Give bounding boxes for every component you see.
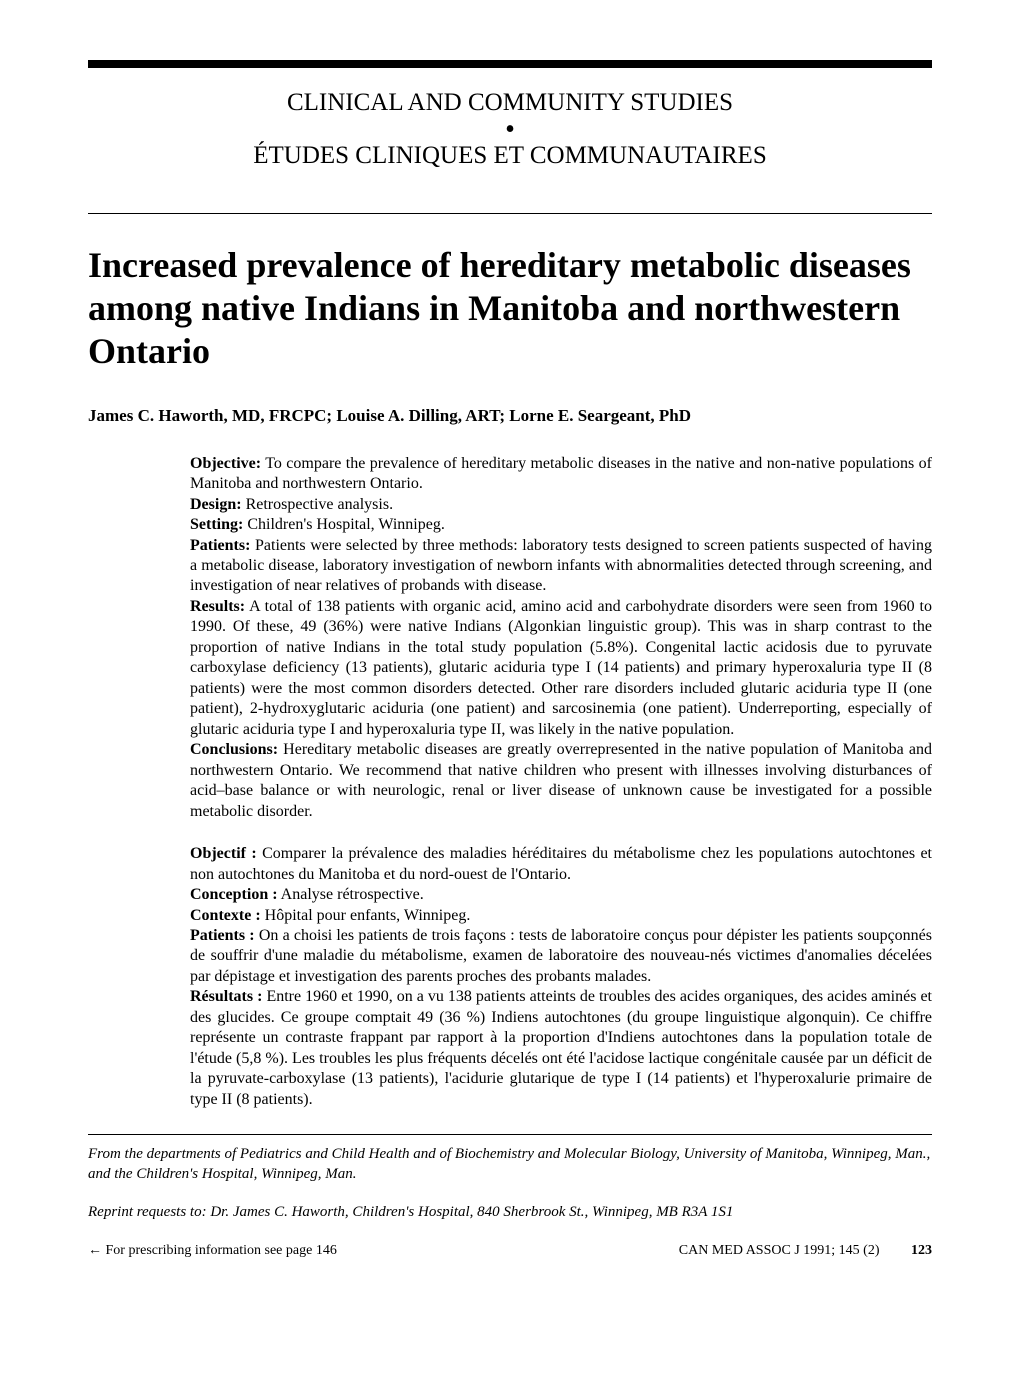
- patients-text: Patients were selected by three methods:…: [190, 537, 932, 595]
- reprint-requests: Reprint requests to: Dr. James C. Hawort…: [88, 1204, 932, 1221]
- section-header-en: CLINICAL AND COMMUNITY STUDIES: [287, 89, 733, 116]
- resultats-text-fr: Entre 1960 et 1990, on a vu 138 patients…: [190, 988, 932, 1107]
- patients-label-fr: Patients :: [190, 927, 255, 944]
- objective-text: To compare the prevalence of hereditary …: [190, 455, 932, 492]
- abstract-conclusions: Conclusions: Hereditary metabolic diseas…: [190, 740, 932, 822]
- conclusions-text: Hereditary metabolic diseases are greatl…: [190, 741, 932, 819]
- design-text: Retrospective analysis.: [242, 496, 394, 513]
- abstract-objective: Objective: To compare the prevalence of …: [190, 454, 932, 495]
- abstract-resultats-fr: Résultats : Entre 1960 et 1990, on a vu …: [190, 987, 932, 1110]
- setting-text: Children's Hospital, Winnipeg.: [243, 516, 444, 533]
- title-rule: [88, 213, 932, 214]
- conception-label-fr: Conception :: [190, 886, 278, 903]
- top-rule: [88, 60, 932, 68]
- setting-label: Setting:: [190, 516, 243, 533]
- objective-label: Objective:: [190, 455, 261, 472]
- abstract-conception-fr: Conception : Analyse rétrospective.: [190, 885, 932, 905]
- bullet-divider: •: [88, 120, 932, 140]
- abstract-contexte-fr: Contexte : Hôpital pour enfants, Winnipe…: [190, 906, 932, 926]
- bottom-rule: [88, 1134, 932, 1135]
- patients-text-fr: On a choisi les patients de trois façons…: [190, 927, 932, 985]
- abstract-results: Results: A total of 138 patients with or…: [190, 597, 932, 740]
- patients-label: Patients:: [190, 537, 250, 554]
- results-text: A total of 138 patients with organic aci…: [190, 598, 932, 738]
- conclusions-label: Conclusions:: [190, 741, 278, 758]
- authors: James C. Haworth, MD, FRCPC; Louise A. D…: [88, 406, 932, 426]
- results-label: Results:: [190, 598, 245, 615]
- footer-page-number: 123: [911, 1243, 932, 1258]
- article-title: Increased prevalence of hereditary metab…: [88, 244, 932, 374]
- page-footer: ← For prescribing information see page 1…: [88, 1243, 932, 1259]
- abstract-setting: Setting: Children's Hospital, Winnipeg.: [190, 515, 932, 535]
- footer-prescribing-note: ← For prescribing information see page 1…: [88, 1243, 337, 1259]
- abstract-design: Design: Retrospective analysis.: [190, 495, 932, 515]
- affiliation: From the departments of Pediatrics and C…: [88, 1145, 932, 1184]
- abstract-gap: [190, 822, 932, 844]
- section-header-fr: ÉTUDES CLINIQUES ET COMMUNAUTAIRES: [253, 142, 767, 169]
- abstract-patients-fr: Patients : On a choisi les patients de t…: [190, 926, 932, 987]
- footer-journal: CAN MED ASSOC J 1991; 145 (2): [679, 1243, 880, 1258]
- contexte-text-fr: Hôpital pour enfants, Winnipeg.: [261, 907, 471, 924]
- abstract-patients: Patients: Patients were selected by thre…: [190, 536, 932, 597]
- abstract-objectif-fr: Objectif : Comparer la prévalence des ma…: [190, 844, 932, 885]
- conception-text-fr: Analyse rétrospective.: [278, 886, 424, 903]
- footer-citation: CAN MED ASSOC J 1991; 145 (2) 123: [679, 1243, 932, 1259]
- objectif-text-fr: Comparer la prévalence des maladies héré…: [190, 845, 932, 882]
- abstract-english: Objective: To compare the prevalence of …: [190, 454, 932, 1111]
- objectif-label-fr: Objectif :: [190, 845, 257, 862]
- section-header: CLINICAL AND COMMUNITY STUDIES • ÉTUDES …: [88, 86, 932, 173]
- contexte-label-fr: Contexte :: [190, 907, 261, 924]
- design-label: Design:: [190, 496, 242, 513]
- resultats-label-fr: Résultats :: [190, 988, 262, 1005]
